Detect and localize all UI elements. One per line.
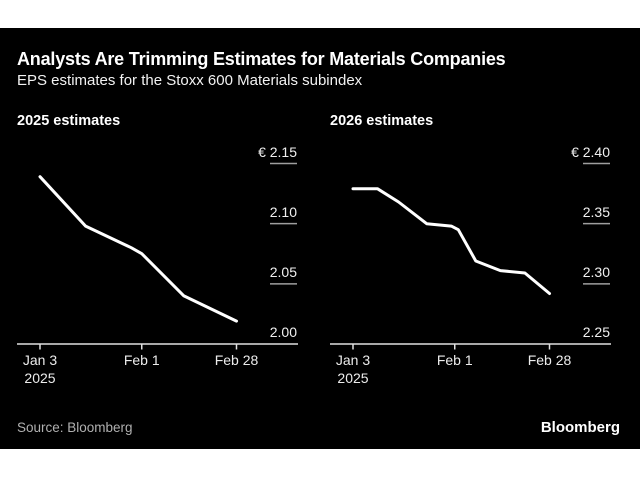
chart-plot-svg xyxy=(17,162,298,350)
chart-canvas: Analysts Are Trimming Estimates for Mate… xyxy=(0,28,640,449)
chart-area-2025 xyxy=(17,143,298,355)
chart-plot-svg xyxy=(330,162,611,350)
chart-area-2026 xyxy=(330,143,611,355)
y-tick-label: 2.35 xyxy=(582,203,610,220)
panel-title-2025: 2025 estimates xyxy=(17,113,121,129)
page-title: Analysts Are Trimming Estimates for Mate… xyxy=(17,49,506,69)
bloomberg-logo: Bloomberg xyxy=(540,419,620,436)
y-tick-label: 2.25 xyxy=(582,324,610,340)
x-tick-label: Jan 3 2025 xyxy=(22,352,58,387)
y-tick-label: 2.00 xyxy=(269,324,297,340)
panel-2026-estimates: 2026 estimates € 2.40 2.35 2.30 2.25 Jan 3 2… xyxy=(330,113,611,413)
source-label: Source: Bloomberg xyxy=(17,420,133,435)
panel-title-2026: 2026 estimates xyxy=(330,113,434,129)
x-tick-label: Feb 28 xyxy=(214,352,259,368)
eps-estimate-line xyxy=(38,175,238,323)
x-tick-label: Feb 28 xyxy=(527,352,572,368)
y-tick-label: 2.30 xyxy=(582,263,610,280)
y-tick-label: 2.05 xyxy=(269,263,297,280)
y-tick-label: € 2.40 xyxy=(571,143,610,160)
x-tick-label: Jan 3 2025 xyxy=(335,352,371,387)
panel-2025-estimates: 2025 estimates € 2.15 2.10 2.05 2.00 Jan 3 2… xyxy=(17,113,298,413)
x-tick-label: Feb 1 xyxy=(123,352,160,368)
eps-estimate-line xyxy=(351,187,551,295)
page-subtitle: EPS estimates for the Stoxx 600 Material… xyxy=(17,72,363,89)
y-tick-label: 2.10 xyxy=(269,203,297,220)
x-tick-label: Feb 1 xyxy=(436,352,473,368)
y-tick-label: € 2.15 xyxy=(258,143,297,160)
